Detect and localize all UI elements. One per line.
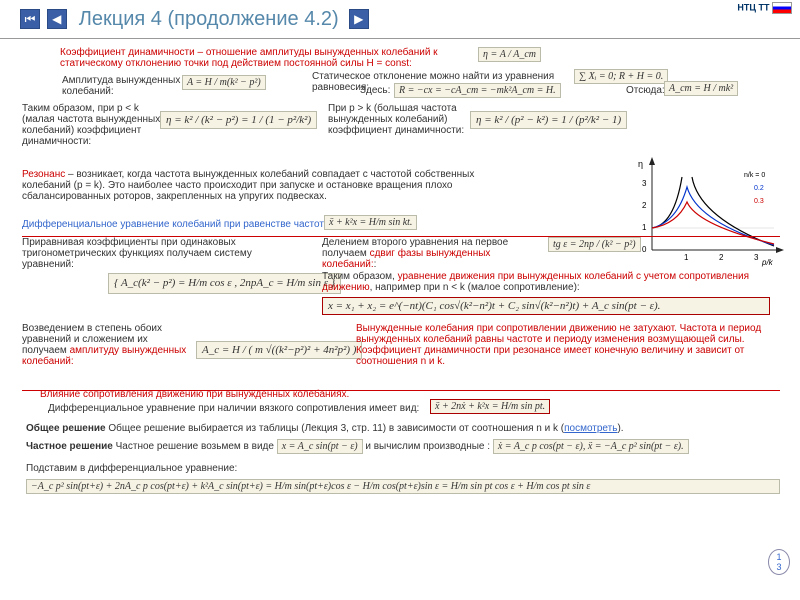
- svg-text:p/k: p/k: [761, 258, 774, 267]
- eq-x: x = x₁ + x₂ = e^(−nt)(C₁ cos√(k²−n²)t + …: [322, 297, 770, 315]
- nav-prev-icon[interactable]: ◀: [47, 9, 67, 29]
- general-label: Общее решение выбирается из таблицы (Лек…: [108, 423, 564, 434]
- eq-eta1: η = k² / (k² − p²) = 1 / (1 − p²/k²): [160, 111, 317, 129]
- general2-label: ).: [617, 423, 623, 434]
- amp-label: Амплитуда вынужденных колебаний:: [62, 75, 182, 97]
- thus2-label: Таким образом,: [322, 271, 398, 282]
- eq-tge: tg ε = 2np / (k² − p²): [548, 237, 641, 252]
- eq-r: R = −cx = −cA_ст = −mk²A_ст = H.: [394, 83, 561, 98]
- page-title: Лекция 4 (продолжение 4.2): [79, 8, 339, 31]
- svg-text:0: 0: [642, 245, 647, 254]
- page-number: 13: [768, 549, 790, 575]
- svg-text:1: 1: [642, 223, 647, 232]
- look-link[interactable]: посмотреть: [564, 423, 617, 434]
- thus1-label: Таким образом, при p < k (малая частота …: [22, 103, 162, 147]
- influence-label: Влияние сопротивления движению при вынуж…: [40, 389, 349, 400]
- eq-sys: { A_c(k² − p²) = H/m cos ε , 2npA_c = H/…: [108, 273, 341, 294]
- pgtk-label: При p > k (большая частота вынужденных к…: [328, 103, 468, 136]
- eq-ac: A_c = H / ( m √((k²−p²)² + 4n²p²) ): [196, 341, 362, 359]
- nav-next-icon[interactable]: ▶: [349, 9, 369, 29]
- svg-text:0.3: 0.3: [754, 198, 764, 205]
- nav-first-icon[interactable]: ⏮: [20, 9, 40, 29]
- eq-diff: ẍ + k²x = H/m sin kt.: [324, 215, 417, 230]
- svg-text:2: 2: [642, 201, 647, 210]
- partial2-label: и вычислим производные :: [365, 441, 490, 452]
- eq-final: −A_c p² sin(pt+ε) + 2nA_c p cos(pt+ε) + …: [26, 479, 780, 494]
- diff2-label: Дифференциальное уравнение при наличии в…: [48, 403, 419, 414]
- partial-label: Частное решение возьмем в виде: [116, 441, 274, 452]
- svg-text:1: 1: [684, 253, 689, 262]
- logo: НТЦ ТТ: [737, 2, 792, 14]
- eq-diff2: ẍ + 2nẋ + k²x = H/m sin pt.: [430, 399, 550, 414]
- diff-eq-label: Дифференциальное уравнение колебаний при…: [22, 219, 327, 230]
- resonance-chart: η 0 1 2 3 1 2 3 p/k n/k = 0 0.2 0.3: [634, 157, 786, 267]
- subst-label: Подставим в дифференциальное уравнение:: [26, 463, 237, 474]
- eq-eta2: η = k² / (p² − k²) = 1 / (p²/k² − 1): [470, 111, 627, 129]
- eq-amp: A = H / m(k² − p²): [182, 75, 266, 90]
- eq-part: x = A_c sin(pt − ε): [277, 439, 363, 454]
- partial-label-b: Частное решение: [26, 441, 113, 452]
- eq-part2: ẋ = A_c p cos(pt − ε), ẍ = −A_c p² sin(p…: [493, 439, 689, 454]
- eq-eta-def: η = A / A_ст: [478, 47, 541, 62]
- here-label: Здесь:: [360, 85, 390, 96]
- svg-text:η: η: [638, 159, 643, 169]
- svg-text:3: 3: [642, 179, 647, 188]
- eq-ast: A_ст = H / mk²: [664, 81, 738, 96]
- dyn-coeff-label: Коэффициент динамичности – отношение амп…: [60, 47, 438, 69]
- hence-label: Отсюда:: [626, 85, 665, 96]
- svg-text:n/k = 0: n/k = 0: [744, 172, 765, 179]
- svg-text:0.2: 0.2: [754, 185, 764, 192]
- sys-label: Приравнивая коэффициенты при одинаковых …: [22, 237, 272, 270]
- resonance-body: – возникает, когда частота вынужденных к…: [22, 169, 474, 202]
- general-label-b: Общее решение: [26, 423, 106, 434]
- thus2c-label: , например при n < k (малое сопротивлени…: [370, 282, 580, 293]
- eq-sumx: ∑ Xᵢ = 0; R + H = 0.: [574, 69, 668, 84]
- svg-text:2: 2: [719, 253, 724, 262]
- red-block: Вынужденные колебания при сопротивлении …: [356, 323, 776, 367]
- svg-text:3: 3: [754, 253, 759, 262]
- resonance-head: Резонанс: [22, 169, 65, 180]
